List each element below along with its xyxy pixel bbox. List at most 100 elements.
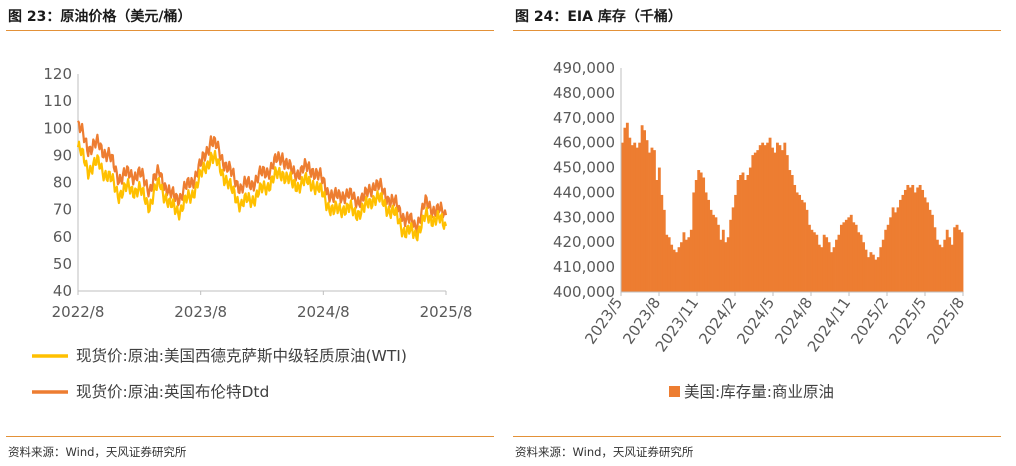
inventory-bar <box>778 145 782 292</box>
inventory-bar <box>879 247 883 292</box>
inventory-bar <box>625 122 629 292</box>
inventory-bar <box>931 214 934 292</box>
inventory-bar <box>665 234 669 292</box>
inventory-bar <box>660 194 664 292</box>
left-header-rule <box>6 30 494 31</box>
inventory-bar <box>766 142 770 292</box>
eia-inventory-bar-chart: 400,000 410,000 420,000 430,000 440,000 450,0… <box>553 59 968 401</box>
inventory-bar <box>884 229 888 292</box>
inventory-bar <box>793 184 797 292</box>
inventory-bar <box>807 224 811 292</box>
inventory-bar <box>635 147 639 292</box>
inventory-bar <box>864 249 868 292</box>
inventory-bar <box>803 202 806 292</box>
inventory-bar <box>894 212 897 292</box>
brent-series-line <box>77 120 448 235</box>
inventory-bar <box>692 192 696 292</box>
inventory-bar <box>744 180 747 292</box>
right-footer-rule <box>513 436 1001 437</box>
inventory-bar <box>721 229 725 292</box>
inventory-bar <box>751 155 755 292</box>
inventory-bar <box>746 175 750 292</box>
inventory-bar <box>889 217 893 292</box>
inventory-bar <box>940 247 944 292</box>
inventory-bar <box>958 229 961 292</box>
inventory-bar <box>817 244 821 292</box>
inventory-bar <box>950 244 954 292</box>
inventory-bar <box>876 257 880 292</box>
inventory-bar <box>709 209 713 292</box>
inventory-bar <box>689 229 693 292</box>
inventory-bar <box>810 229 814 292</box>
y-tick-label: 50 <box>53 255 72 273</box>
inventory-bar <box>867 257 870 292</box>
inventory-bar <box>795 192 799 292</box>
y-tick-label: 100 <box>43 119 72 137</box>
inventory-bar <box>869 252 873 292</box>
y-tick-label: 110 <box>43 92 72 110</box>
y-tick-label: 480,000 <box>553 84 615 102</box>
inventory-bar <box>926 202 929 292</box>
right-header-rule <box>513 30 1001 31</box>
inventory-bar <box>933 227 937 292</box>
inventory-bar <box>633 142 637 292</box>
inventory-bar <box>670 244 674 292</box>
inventory-bar <box>859 234 863 292</box>
inventory-bar <box>699 172 703 292</box>
inventory-bar <box>852 222 856 292</box>
inventory-bar <box>748 167 752 292</box>
inventory-bar <box>862 242 865 292</box>
inventory-bar <box>704 192 708 292</box>
inventory-bar <box>798 194 802 292</box>
inventory-bar <box>857 232 861 292</box>
inventory-bar <box>820 247 824 292</box>
inventory-bar <box>901 194 905 292</box>
y-tick-label: 430,000 <box>553 208 615 226</box>
inventory-bar <box>623 127 627 292</box>
inventory-bar <box>916 187 920 292</box>
inventory-bar <box>675 252 678 292</box>
inventory-bar <box>908 187 912 292</box>
inventory-bar <box>667 237 671 292</box>
inventory-bar <box>871 254 875 292</box>
inventory-bar <box>839 224 843 292</box>
inventory-bar <box>650 147 654 292</box>
left-source-note: 资料来源：Wind，天风证券研究所 <box>8 445 187 459</box>
inventory-bar <box>835 239 838 292</box>
x-tick-label: 2023/8 <box>174 303 227 321</box>
inventory-bar <box>714 217 718 292</box>
inventory-bar <box>899 199 902 292</box>
inventory-bar <box>776 142 779 292</box>
inventory-bar <box>790 175 794 292</box>
left-figure-panel: 图 23：原油价格（美元/桶） 40 50 60 70 80 90 100 110 120 202… <box>6 0 496 466</box>
inventory-bar <box>780 150 784 292</box>
x-tick-label: 2025/5 <box>885 294 930 348</box>
legend-swatch-inventory <box>669 386 680 397</box>
inventory-bar <box>756 150 760 292</box>
inventory-bar <box>662 209 666 292</box>
inventory-bar <box>849 214 853 292</box>
inventory-bar <box>921 189 925 292</box>
inventory-bar <box>741 172 745 292</box>
inventory-bar <box>638 142 642 292</box>
inventory-bar <box>815 234 819 292</box>
y-tick-label: 410,000 <box>553 258 615 276</box>
inventory-bar <box>911 184 915 292</box>
y-tick-label: 120 <box>43 65 72 83</box>
inventory-bar <box>783 142 787 292</box>
inventory-bar <box>758 145 762 292</box>
inventory-bar <box>913 192 917 292</box>
legend-label-wti: 现货价:原油:美国西德克萨斯中级轻质原油(WTI) <box>76 347 407 365</box>
inventory-bar <box>621 142 624 292</box>
inventory-bar <box>827 242 831 292</box>
y-tick-label: 40 <box>53 282 72 300</box>
y-tick-label: 420,000 <box>553 233 615 251</box>
y-tick-label: 470,000 <box>553 109 615 127</box>
right-figure-title: 图 24：EIA 库存（千桶） <box>515 9 682 25</box>
y-tick-label: 90 <box>53 146 72 164</box>
left-footer-rule <box>6 436 494 437</box>
x-tick-label: 2024/8 <box>297 303 350 321</box>
inventory-bar <box>672 249 676 292</box>
y-tick-label: 70 <box>53 201 72 219</box>
inventory-bar <box>712 214 715 292</box>
